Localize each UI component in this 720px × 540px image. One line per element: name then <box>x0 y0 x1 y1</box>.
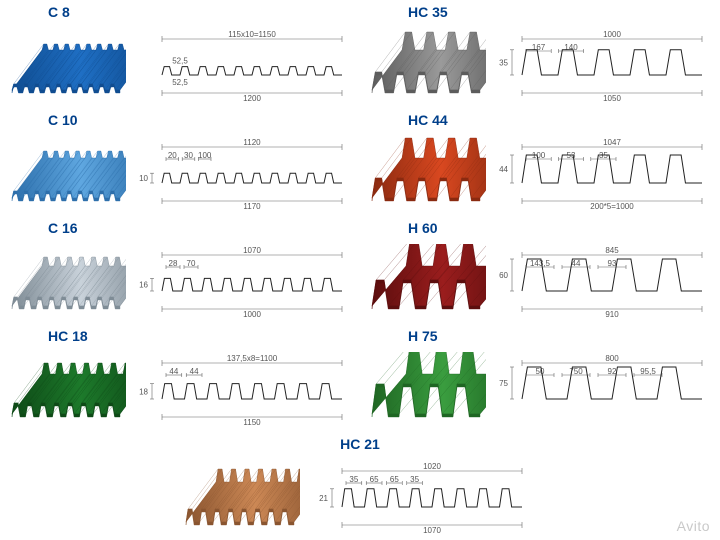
svg-text:1120: 1120 <box>243 138 261 147</box>
svg-text:35: 35 <box>349 475 358 484</box>
svg-text:35: 35 <box>499 58 508 67</box>
profile-cross-section: 1020 35 65 65 35 21 <box>310 457 540 535</box>
profile-cross-section: 1120 20 30 100 10 1170 <box>136 133 354 211</box>
watermark: Avito <box>677 518 710 534</box>
sheet-3d-render <box>366 136 486 208</box>
svg-text:1000: 1000 <box>243 310 261 319</box>
profile-cross-section: 1047 100 53 35 44 200*5=1000 <box>496 133 714 211</box>
svg-text:93: 93 <box>608 259 617 268</box>
svg-text:52,5: 52,5 <box>172 78 188 87</box>
svg-text:44: 44 <box>169 367 178 376</box>
svg-text:800: 800 <box>605 354 619 363</box>
svg-text:92: 92 <box>608 367 617 376</box>
svg-text:65: 65 <box>390 475 399 484</box>
svg-text:1070: 1070 <box>243 246 261 255</box>
svg-text:1070: 1070 <box>423 526 441 535</box>
profile-title: C 8 <box>48 4 354 20</box>
svg-text:75: 75 <box>499 379 508 388</box>
svg-text:60: 60 <box>499 271 508 280</box>
sheet-3d-render <box>6 136 126 208</box>
svg-text:16: 16 <box>139 281 148 290</box>
profile-cell-c10: C 10 1120 20 <box>0 108 360 216</box>
svg-text:44: 44 <box>190 367 199 376</box>
profile-cell-c16: C 16 1070 28 <box>0 216 360 324</box>
svg-text:20: 20 <box>168 151 177 160</box>
sheet-3d-render <box>366 244 486 316</box>
svg-text:1020: 1020 <box>423 462 441 471</box>
svg-text:137,5x8=1100: 137,5x8=1100 <box>227 354 278 363</box>
svg-text:1200: 1200 <box>243 94 261 103</box>
svg-text:44: 44 <box>499 165 508 174</box>
svg-text:167: 167 <box>532 43 546 52</box>
profile-title: HC 35 <box>408 4 714 20</box>
profile-title: H 60 <box>408 220 714 236</box>
svg-text:35: 35 <box>410 475 419 484</box>
svg-text:52,5: 52,5 <box>172 57 188 66</box>
svg-text:140: 140 <box>564 43 578 52</box>
profile-title: HC 21 <box>180 436 540 452</box>
svg-text:1050: 1050 <box>603 94 621 103</box>
profile-title: HC 44 <box>408 112 714 128</box>
svg-text:10: 10 <box>139 174 148 183</box>
profile-cross-section: 800 50 750 92 95,5 75 <box>496 349 714 427</box>
profile-cell-h60: H 60 845 143,5 <box>360 216 720 324</box>
profile-title: H 75 <box>408 328 714 344</box>
svg-text:1000: 1000 <box>603 30 621 39</box>
sheet-3d-render <box>6 352 126 424</box>
svg-text:95,5: 95,5 <box>640 367 656 376</box>
svg-text:100: 100 <box>198 151 212 160</box>
profile-cell-hc44: HC 44 1047 100 <box>360 108 720 216</box>
svg-text:143,5: 143,5 <box>530 259 551 268</box>
profile-cell-h75: H 75 800 50 <box>360 324 720 432</box>
sheet-3d-render <box>366 352 486 424</box>
svg-text:65: 65 <box>370 475 379 484</box>
sheet-3d-render <box>180 460 300 532</box>
svg-text:18: 18 <box>139 387 148 396</box>
profile-cross-section: 1000 167 140 35 1050 <box>496 25 714 103</box>
profile-cross-section: 137,5x8=1100 44 44 18 1150 <box>136 349 354 427</box>
profile-cell-hc18: HC 18 137,5x8=1100 44 <box>0 324 360 432</box>
profile-title: HC 18 <box>48 328 354 344</box>
svg-text:115x10=1150: 115x10=1150 <box>228 30 276 39</box>
profile-cell-c8: C 8 115x10=1150 1200 52,5 52,5 <box>0 0 360 108</box>
svg-text:200*5=1000: 200*5=1000 <box>590 202 634 211</box>
svg-text:1170: 1170 <box>243 202 261 211</box>
svg-text:28: 28 <box>169 259 178 268</box>
profile-cross-section: 1070 28 70 16 1000 <box>136 241 354 319</box>
profile-cross-section: 845 143,5 44 93 60 910 <box>496 241 714 319</box>
sheet-3d-render <box>6 28 126 100</box>
svg-text:1047: 1047 <box>603 138 621 147</box>
svg-text:44: 44 <box>572 259 581 268</box>
svg-text:50: 50 <box>536 367 545 376</box>
profile-cell-hc21: HC 21 1020 35 <box>0 432 720 540</box>
svg-text:30: 30 <box>184 151 193 160</box>
profile-title: C 16 <box>48 220 354 236</box>
svg-text:70: 70 <box>187 259 196 268</box>
profile-title: C 10 <box>48 112 354 128</box>
svg-text:910: 910 <box>605 310 619 319</box>
sheet-3d-render <box>366 28 486 100</box>
svg-text:21: 21 <box>319 494 328 503</box>
profile-cross-section: 115x10=1150 1200 52,5 52,5 <box>136 25 354 103</box>
svg-text:845: 845 <box>605 246 619 255</box>
profile-cell-hc35: HC 35 1000 167 <box>360 0 720 108</box>
svg-text:1150: 1150 <box>243 418 261 427</box>
sheet-3d-render <box>6 244 126 316</box>
